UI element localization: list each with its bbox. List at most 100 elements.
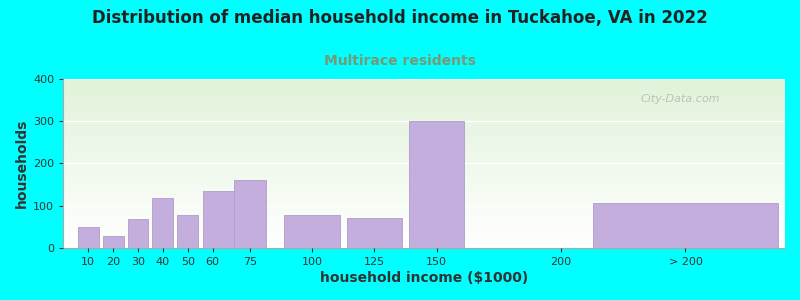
- Bar: [63, 240, 785, 241]
- Bar: [234, 180, 266, 248]
- Bar: [63, 153, 785, 154]
- Bar: [63, 191, 785, 192]
- Bar: [127, 219, 148, 248]
- Bar: [63, 131, 785, 132]
- Bar: [63, 211, 785, 212]
- Bar: [63, 122, 785, 123]
- Bar: [63, 88, 785, 89]
- Bar: [63, 154, 785, 155]
- Bar: [63, 83, 785, 84]
- Bar: [63, 169, 785, 170]
- Bar: [63, 171, 785, 172]
- Bar: [63, 157, 785, 158]
- Bar: [63, 162, 785, 163]
- Bar: [63, 215, 785, 216]
- Bar: [202, 191, 235, 248]
- Bar: [63, 138, 785, 139]
- Bar: [63, 207, 785, 208]
- Bar: [63, 216, 785, 217]
- Bar: [63, 202, 785, 203]
- Bar: [153, 198, 174, 248]
- Bar: [63, 242, 785, 243]
- Bar: [63, 237, 785, 238]
- Bar: [63, 205, 785, 206]
- Bar: [63, 194, 785, 195]
- Bar: [63, 184, 785, 185]
- Bar: [63, 187, 785, 188]
- Bar: [63, 246, 785, 247]
- Bar: [63, 134, 785, 135]
- Bar: [63, 116, 785, 117]
- Bar: [63, 89, 785, 90]
- Bar: [63, 167, 785, 168]
- Bar: [63, 180, 785, 181]
- Bar: [78, 227, 98, 248]
- Bar: [63, 85, 785, 86]
- Bar: [63, 148, 785, 149]
- Bar: [63, 140, 785, 141]
- Bar: [63, 163, 785, 164]
- Bar: [63, 203, 785, 204]
- Bar: [63, 93, 785, 94]
- Bar: [63, 189, 785, 190]
- Bar: [63, 135, 785, 136]
- Bar: [63, 100, 785, 101]
- Bar: [63, 118, 785, 119]
- Bar: [593, 203, 778, 248]
- Bar: [63, 222, 785, 223]
- Bar: [63, 136, 785, 137]
- Bar: [63, 137, 785, 138]
- Bar: [63, 113, 785, 114]
- Bar: [63, 117, 785, 118]
- Bar: [63, 186, 785, 187]
- Bar: [63, 229, 785, 230]
- Bar: [63, 185, 785, 186]
- Bar: [63, 112, 785, 113]
- Bar: [63, 201, 785, 202]
- Bar: [63, 142, 785, 143]
- Bar: [63, 219, 785, 220]
- Bar: [63, 139, 785, 140]
- Bar: [63, 101, 785, 102]
- Bar: [63, 92, 785, 93]
- Bar: [63, 223, 785, 224]
- Bar: [63, 244, 785, 245]
- Bar: [63, 209, 785, 210]
- Bar: [63, 145, 785, 146]
- Bar: [63, 124, 785, 125]
- Bar: [63, 90, 785, 91]
- Bar: [63, 172, 785, 173]
- Bar: [63, 86, 785, 87]
- Bar: [63, 119, 785, 120]
- Bar: [63, 179, 785, 180]
- Bar: [63, 218, 785, 219]
- Text: Multirace residents: Multirace residents: [324, 54, 476, 68]
- Bar: [63, 197, 785, 198]
- Bar: [63, 144, 785, 145]
- Bar: [63, 95, 785, 96]
- Bar: [63, 82, 785, 83]
- Bar: [63, 98, 785, 99]
- Bar: [346, 218, 402, 248]
- Bar: [63, 127, 785, 128]
- Bar: [63, 96, 785, 97]
- Bar: [63, 224, 785, 225]
- Bar: [63, 82, 785, 83]
- Bar: [63, 232, 785, 233]
- Bar: [63, 175, 785, 176]
- Bar: [63, 160, 785, 161]
- Bar: [63, 80, 785, 81]
- Bar: [63, 133, 785, 134]
- Bar: [63, 182, 785, 183]
- Bar: [63, 102, 785, 103]
- Bar: [63, 114, 785, 115]
- Bar: [63, 238, 785, 239]
- Bar: [63, 158, 785, 159]
- Bar: [63, 115, 785, 116]
- Bar: [63, 196, 785, 197]
- Bar: [63, 128, 785, 129]
- Bar: [63, 103, 785, 104]
- X-axis label: household income ($1000): household income ($1000): [320, 271, 528, 285]
- Bar: [63, 164, 785, 165]
- Bar: [63, 152, 785, 153]
